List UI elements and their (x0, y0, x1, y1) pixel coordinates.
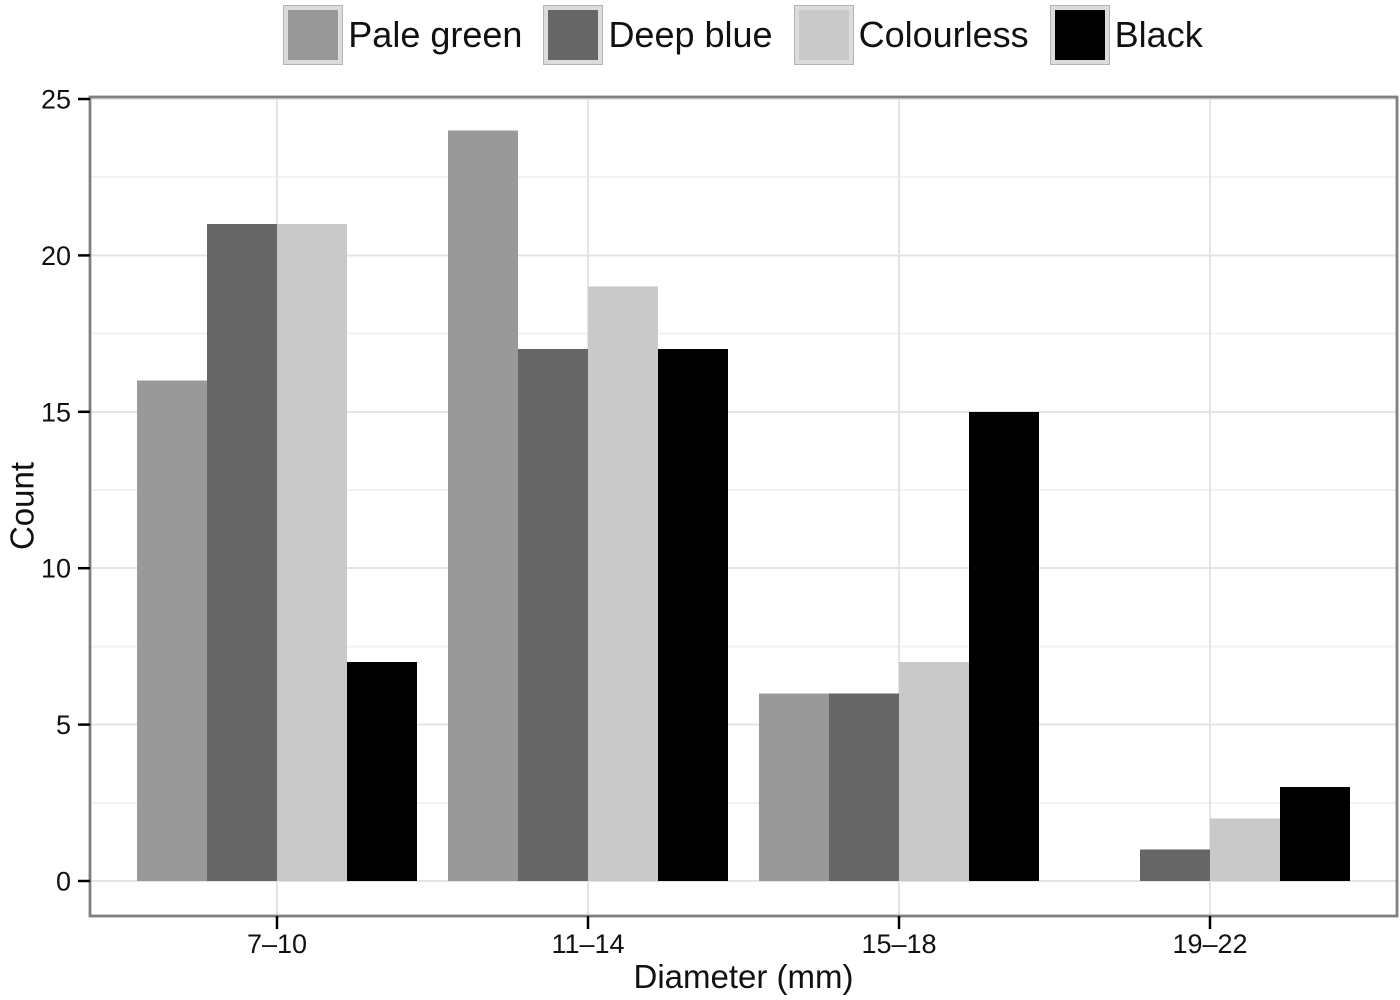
y-axis-title: Count (3, 461, 41, 551)
y-tick-label: 15 (41, 397, 71, 427)
bar-deep-blue-7–10 (207, 224, 277, 881)
bar-colourless-11–14 (588, 286, 658, 881)
bar-deep-blue-19–22 (1140, 849, 1210, 881)
legend-swatch-pale-green (283, 5, 344, 65)
bar-pale-green-11–14 (448, 130, 518, 881)
legend-item-black: Black (1049, 5, 1203, 65)
bar-black-11–14 (658, 349, 728, 881)
legend-item-pale-green: Pale green (283, 5, 523, 65)
bar-pale-green-7–10 (137, 380, 207, 881)
bar-pale-green-15–18 (759, 693, 829, 881)
y-tick-label: 0 (56, 866, 71, 896)
bar-colourless-15–18 (899, 662, 969, 881)
legend-swatch-deep-blue (543, 5, 604, 65)
x-tick-label: 19–22 (1172, 929, 1247, 959)
legend-item-colourless: Colourless (793, 5, 1029, 65)
chart-legend: Pale green Deep blue Colourless Black (0, 0, 1400, 70)
bar-black-15–18 (969, 411, 1039, 881)
x-axis-title: Diameter (mm) (633, 958, 854, 995)
legend-label-black: Black (1114, 14, 1203, 55)
y-tick-label: 20 (41, 241, 71, 271)
x-tick-label: 15–18 (861, 929, 936, 959)
y-tick-label: 25 (41, 84, 71, 114)
bar-deep-blue-15–18 (829, 693, 899, 881)
bar-deep-blue-11–14 (518, 349, 588, 881)
legend-swatch-black (1049, 5, 1110, 65)
bar-colourless-7–10 (277, 224, 347, 881)
y-tick-label: 5 (56, 710, 71, 740)
legend-label-pale-green: Pale green (348, 14, 523, 55)
bar-black-7–10 (347, 662, 417, 881)
legend-label-colourless: Colourless (858, 14, 1029, 55)
bar-colourless-19–22 (1210, 818, 1280, 881)
panel-border (88, 95, 1399, 918)
x-tick-label: 11–14 (551, 929, 624, 959)
legend-swatch-colourless (793, 5, 854, 65)
legend-item-deep-blue: Deep blue (543, 5, 773, 65)
y-tick-label: 10 (41, 554, 71, 584)
x-tick-label: 7–10 (247, 929, 307, 959)
legend-label-deep-blue: Deep blue (608, 14, 773, 55)
bar-black-19–22 (1280, 787, 1350, 881)
